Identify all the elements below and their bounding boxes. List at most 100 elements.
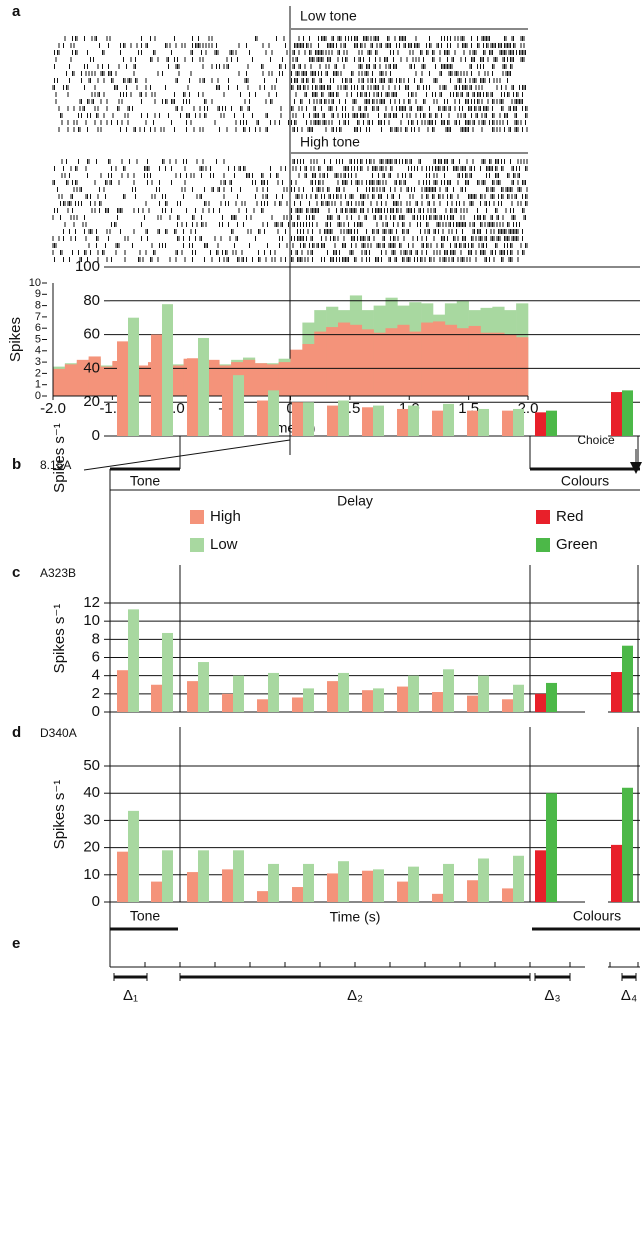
bar (467, 410, 478, 436)
bar (233, 375, 244, 436)
hist-bar (171, 365, 184, 396)
y-tick-label: 8 (92, 630, 100, 647)
hist-bar (492, 332, 505, 396)
hist-bar (243, 359, 256, 396)
bar (151, 334, 162, 436)
bar (467, 695, 478, 712)
panel-label: c (12, 564, 20, 581)
bar (198, 850, 209, 902)
bar (373, 688, 384, 712)
hist-bar (254, 363, 268, 396)
y-tick-label: 2 (92, 685, 100, 702)
hist-bar (397, 324, 410, 396)
bar (535, 412, 546, 436)
bar (162, 850, 173, 902)
raster (52, 36, 528, 132)
bar (268, 390, 279, 436)
y-tick-label: 4 (92, 667, 100, 684)
bar (397, 686, 408, 712)
y-axis-label: Spikes s⁻¹ (51, 780, 68, 850)
x-tick-label: -2.0 (40, 400, 66, 417)
bar (292, 887, 303, 902)
hist-bar (480, 332, 493, 396)
hist-bar (100, 366, 113, 396)
bar (513, 855, 524, 902)
hist-bar (136, 365, 149, 396)
interval-label: Δ₂ (347, 987, 363, 1004)
epoch-label: Colours (561, 473, 609, 489)
bar (303, 863, 314, 902)
bar (151, 881, 162, 902)
y-tick-label: 6 (92, 648, 100, 665)
panel-label: e (12, 935, 20, 952)
x-tick-label: 0 (286, 400, 294, 417)
hist-bar (349, 324, 363, 396)
y-tick-label: 0 (92, 427, 100, 444)
bar (327, 405, 338, 436)
panel-label: a (12, 3, 21, 20)
y-tick-label: 60 (83, 326, 100, 343)
epoch-label: Delay (337, 493, 373, 509)
y-tick-label: 40 (83, 359, 100, 376)
bar (292, 697, 303, 712)
hist-bar (207, 359, 220, 396)
y-tick-label: 4 (35, 345, 41, 357)
bar (362, 690, 373, 712)
bar (432, 692, 443, 712)
bar (408, 675, 419, 712)
bar (432, 893, 443, 902)
hist-bar (302, 344, 315, 396)
legend-swatch (536, 510, 550, 524)
y-tick-label: 40 (83, 784, 100, 801)
bar (408, 405, 419, 436)
bar (611, 844, 622, 902)
bar (233, 850, 244, 902)
raster-label: High tone (300, 134, 360, 150)
y-tick-label: 9 (35, 288, 41, 300)
epoch-label: Tone (130, 908, 161, 924)
y-tick-label: 1 (35, 379, 41, 391)
y-tick-label: 20 (83, 393, 100, 410)
hist-bar (290, 349, 303, 396)
legend-label: Low (210, 536, 238, 553)
y-axis-label: Spikes s⁻¹ (51, 604, 68, 674)
legend-label: Red (556, 508, 584, 525)
bar (162, 632, 173, 712)
y-axis-label: Spikes s⁻¹ (51, 423, 68, 493)
bar (338, 861, 349, 902)
bar (622, 390, 633, 436)
y-tick-label: 0 (35, 390, 41, 402)
hist-bar (421, 322, 434, 396)
y-tick-label: 10 (29, 277, 41, 289)
interval-label: Δ₁ (123, 987, 138, 1004)
bar (151, 684, 162, 712)
panel-label: d (12, 724, 21, 741)
bar (117, 670, 128, 712)
bar (128, 609, 139, 712)
zoom-line (83, 439, 291, 471)
bar (222, 693, 233, 712)
hist-bar (278, 362, 291, 396)
timeline-title: Time (s) (330, 909, 381, 925)
bar (292, 402, 303, 436)
bar (443, 669, 454, 712)
bar (362, 407, 373, 436)
y-tick-label: 6 (35, 322, 41, 334)
bar (478, 858, 489, 902)
hist-bar (88, 356, 101, 396)
unit-title: D340A (40, 726, 77, 740)
y-tick-label: 0 (92, 893, 100, 910)
y-tick-label: 12 (83, 594, 100, 611)
bar (502, 410, 513, 436)
raster-label: Low tone (300, 8, 357, 24)
y-axis-label: Spikes (7, 317, 24, 362)
bar (535, 850, 546, 902)
bar (257, 891, 268, 902)
bar (362, 870, 373, 902)
bar (187, 681, 198, 712)
y-tick-label: 7 (35, 311, 41, 323)
bar (478, 675, 489, 712)
y-tick-label: 10 (83, 866, 100, 883)
bar (233, 675, 244, 712)
